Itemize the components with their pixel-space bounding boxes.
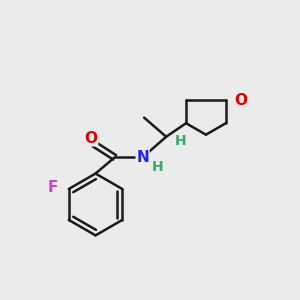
Text: N: N	[136, 150, 149, 165]
Text: F: F	[48, 180, 58, 195]
Text: O: O	[234, 93, 247, 108]
Text: O: O	[85, 131, 98, 146]
Text: H: H	[152, 160, 163, 174]
Text: H: H	[174, 134, 186, 148]
